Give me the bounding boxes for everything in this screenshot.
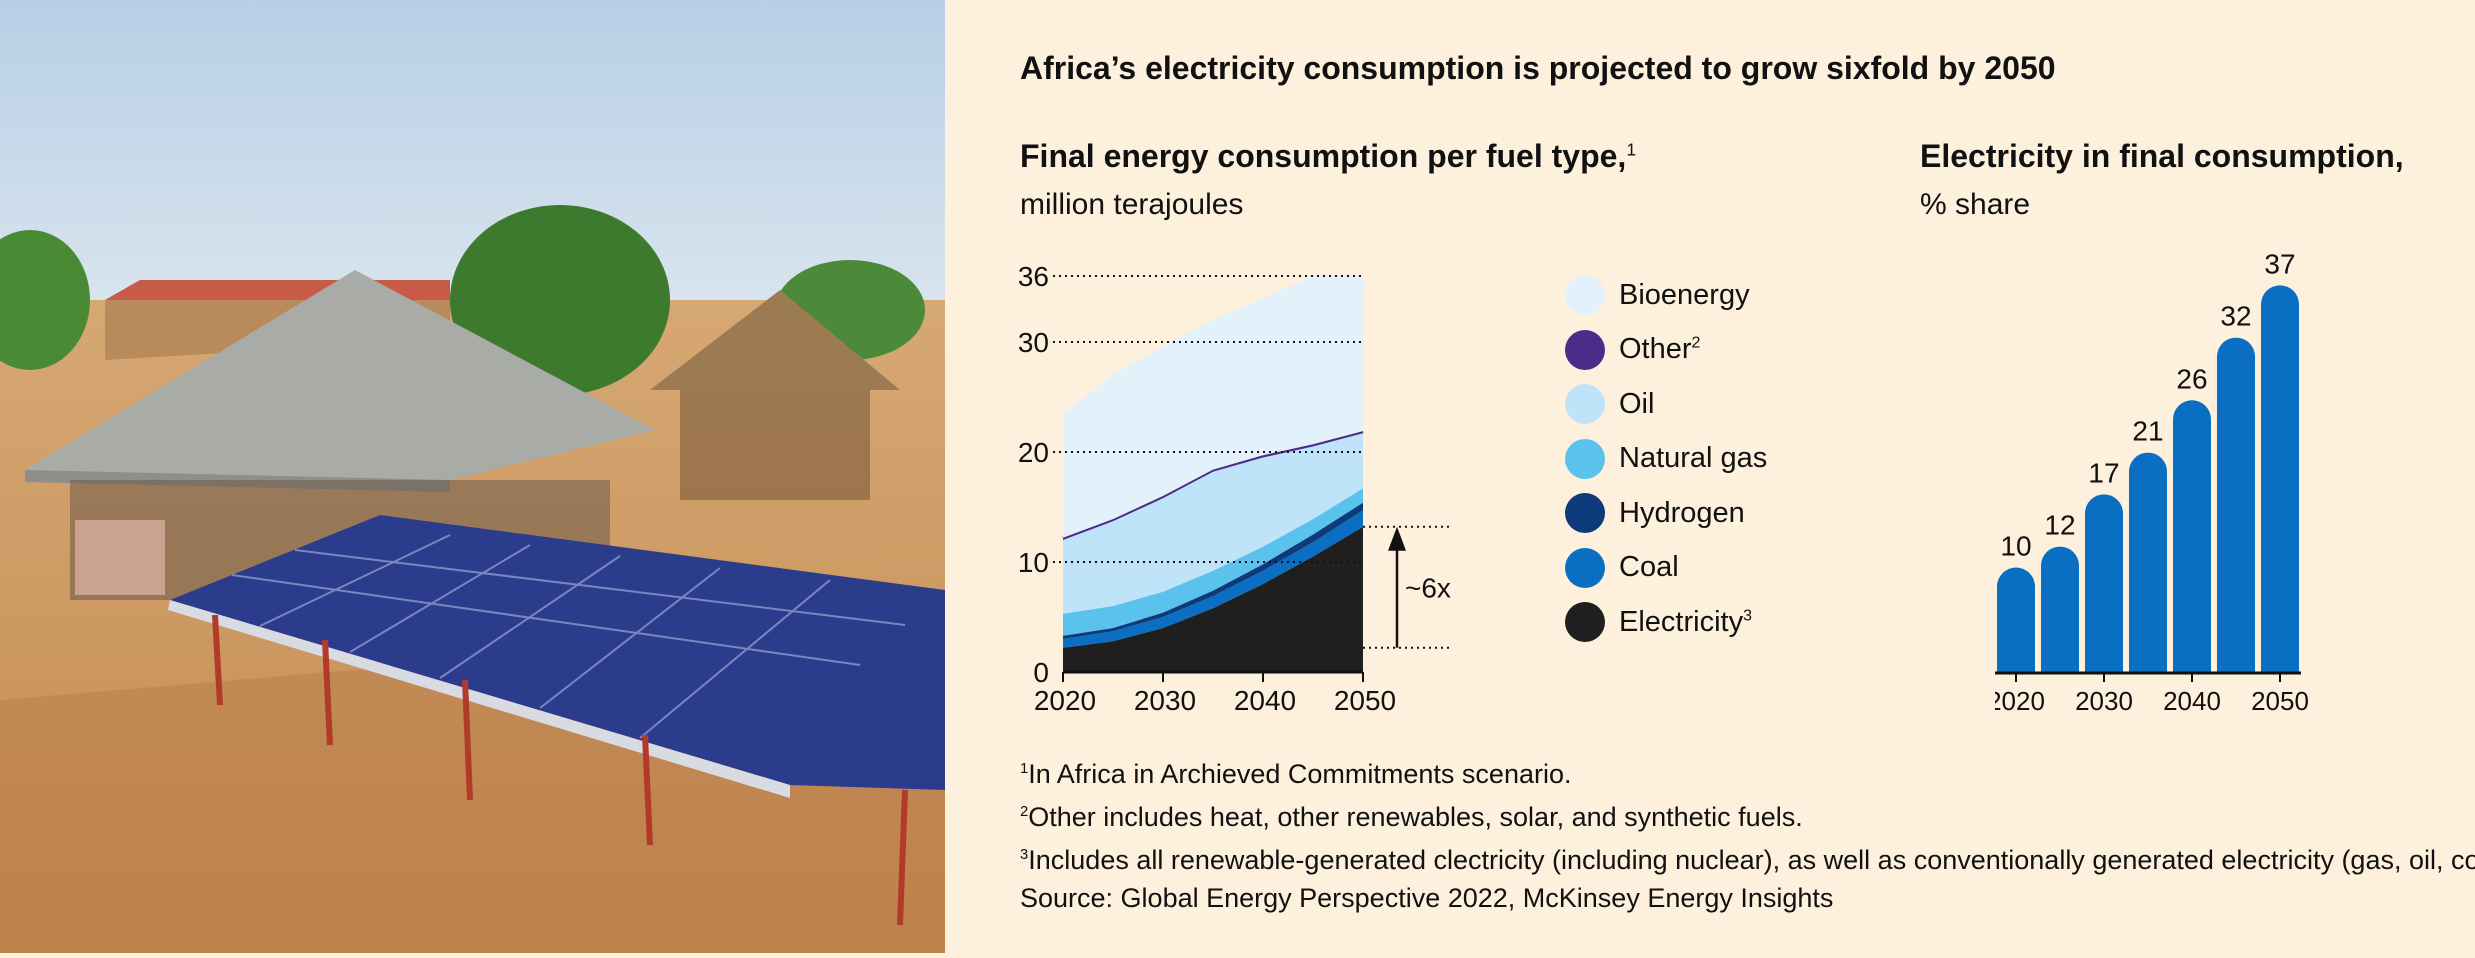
legend-swatch	[1565, 547, 1605, 588]
bar-2035	[2129, 452, 2167, 672]
main-title: Africa’s electricity consumption is proj…	[1020, 50, 2056, 86]
area-chart-title-sup: 1	[1626, 139, 1637, 160]
footnote-3: 3Includes all renewable-generated clectr…	[1020, 836, 2475, 879]
footnote-1: 1In Africa in Archieved Commitments scen…	[1020, 750, 2475, 793]
legend-label-sup: 2	[1691, 334, 1701, 352]
y-tick-label: 20	[1018, 437, 1049, 468]
area-chart-unit: million terajoules	[1020, 188, 1244, 221]
bar-2020	[1997, 567, 2035, 672]
footnote-marker: 1	[1020, 761, 1029, 777]
bar-2045	[2217, 337, 2255, 672]
bar-value-label: 21	[2132, 416, 2163, 447]
annotation-arrowhead	[1388, 526, 1406, 551]
footnote-marker: 2	[1020, 804, 1029, 820]
footnote-2: 2Other includes heat, other renewables, …	[1020, 793, 2475, 836]
infographic-panel: Africa’s electricity consumption is proj…	[945, 0, 2475, 953]
legend-item-oil: Oil	[1565, 384, 1654, 424]
footnote-text: Includes all renewable-generated clectri…	[1028, 845, 2475, 875]
bar-2025	[2041, 546, 2079, 672]
bar-value-label: 17	[2088, 457, 2119, 488]
bar-x-tick-label: 2020	[1995, 686, 2045, 716]
legend-swatch	[1565, 438, 1605, 479]
bar-value-label: 26	[2176, 363, 2207, 394]
legend-label: Hydrogen	[1619, 496, 1745, 529]
y-tick-label: 36	[1018, 261, 1049, 292]
legend-label: Coal	[1619, 551, 1679, 583]
legend-label: Bioenergy	[1619, 278, 1750, 311]
bar-2050	[2261, 285, 2299, 672]
area-chart-title-text: Final energy consumption per fuel type,	[1020, 138, 1627, 174]
source-note: Source: Global Energy Perspective 2022, …	[1020, 879, 2475, 917]
footnotes: 1In Africa in Archieved Commitments scen…	[1020, 750, 2475, 917]
legend-label: Oil	[1619, 387, 1655, 420]
footnote-marker: 3	[1020, 847, 1029, 863]
legend-label: Electricity3	[1619, 605, 1752, 638]
legend-item-coal: Coal	[1565, 547, 1679, 588]
solar-panel-photo	[0, 0, 945, 953]
legend-swatch	[1565, 329, 1605, 370]
legend-swatch	[1565, 602, 1605, 642]
bar-x-tick-label: 2030	[2075, 686, 2133, 716]
x-tick-label: 2030	[1134, 685, 1196, 716]
area-chart-title: Final energy consumption per fuel type,1	[1020, 138, 1636, 175]
area-series-oil	[1063, 433, 1363, 614]
footnote-text: Other includes heat, other renewables, s…	[1028, 802, 1803, 832]
bar-x-tick-label: 2050	[2251, 686, 2309, 716]
annotation-label: ~6x	[1405, 572, 1451, 603]
legend-label: Other2	[1619, 333, 1701, 365]
y-tick-label: 30	[1018, 327, 1049, 358]
y-tick-label: 10	[1018, 547, 1049, 578]
bar-value-label: 10	[2000, 531, 2031, 562]
legend-item-bioenergy: Bioenergy	[1565, 275, 1750, 315]
legend-swatch	[1565, 384, 1605, 424]
y-tick-label: 0	[1033, 657, 1049, 688]
legend-item-other: Other2	[1565, 329, 1701, 370]
legend-swatch	[1565, 493, 1605, 533]
footnote-text: Source: Global Energy Perspective 2022, …	[1020, 883, 1834, 913]
legend-item-electricity: Electricity3	[1565, 602, 1752, 642]
footnote-text: In Africa in Archieved Commitments scena…	[1028, 759, 1572, 789]
bar-chart: 10 12 17 21 26 32 37 2020 2030 2040 2050	[1995, 248, 2309, 716]
legend-item-natural-gas: Natural gas	[1565, 438, 1768, 479]
bar-value-label: 32	[2220, 301, 2251, 332]
bar-value-label: 12	[2044, 510, 2075, 541]
legend-swatch	[1565, 275, 1605, 315]
legend-label-sup: 3	[1743, 606, 1752, 624]
legend-label: Natural gas	[1619, 442, 1768, 474]
bar-chart-unit: % share	[1920, 188, 2031, 221]
x-tick-label: 2050	[1334, 685, 1396, 716]
bar-value-label: 37	[2264, 248, 2295, 279]
bar-x-tick-label: 2040	[2163, 686, 2221, 716]
bar-2030	[2085, 494, 2123, 672]
bar-chart-title: Electricity in final consumption,	[1920, 138, 2404, 174]
x-tick-label: 2020	[1034, 685, 1096, 716]
x-tick-label: 2040	[1234, 685, 1296, 716]
legend-item-hydrogen: Hydrogen	[1565, 493, 1745, 533]
area-series-electricity	[1063, 526, 1363, 672]
bar-2040	[2173, 400, 2211, 672]
